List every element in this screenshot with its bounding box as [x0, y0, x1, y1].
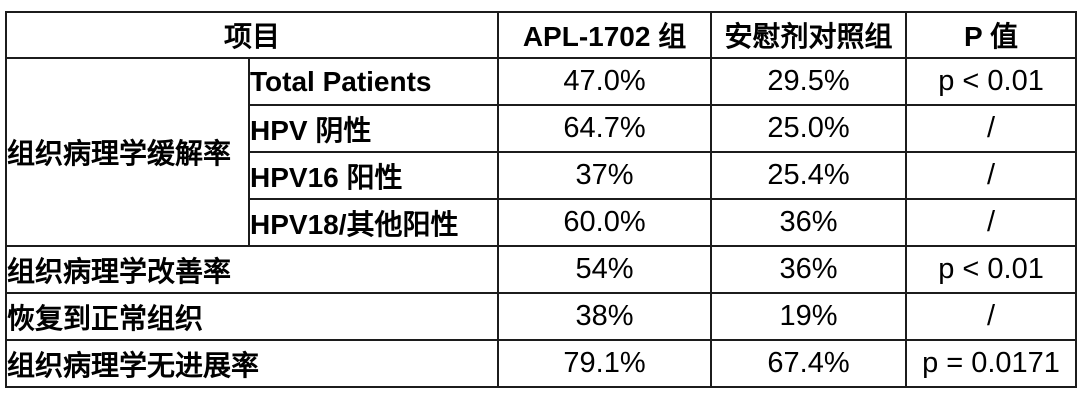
placebo-value: 36% — [710, 245, 908, 294]
remission-group-label: 组织病理学缓解率 — [5, 57, 250, 247]
p-value: / — [905, 104, 1078, 153]
table-row: HPV18/其他阳性 60.0% 36% / — [6, 198, 1078, 247]
placebo-value: 29.5% — [710, 57, 908, 106]
table-row: HPV 阴性 64.7% 25.0% / — [6, 104, 1078, 153]
subgroup-label: HPV16 阳性 — [247, 151, 500, 200]
p-value: p = 0.0171 — [905, 339, 1078, 388]
row-label: 组织病理学无进展率 — [4, 339, 500, 388]
p-value: / — [905, 151, 1078, 200]
table-row: 组织病理学缓解率 Total Patients 47.0% 29.5% p < … — [5, 57, 1078, 247]
apl-value: 64.7% — [497, 104, 713, 153]
apl-value: 47.0% — [497, 57, 713, 106]
column-header-item: 项目 — [4, 11, 500, 59]
apl-value: 54% — [497, 245, 713, 294]
placebo-value: 25.0% — [710, 104, 908, 153]
table-row: HPV16 阳性 37% 25.4% / — [6, 151, 1078, 200]
results-table: 项目 APL-1702 组 安慰剂对照组 P 值 组织病理学缓解率 Total … — [4, 11, 1078, 388]
subgroup-label: HPV 阴性 — [247, 104, 500, 153]
placebo-value: 36% — [710, 198, 908, 247]
table-row: 组织病理学无进展率 79.1% 67.4% p = 0.0171 — [4, 339, 1078, 388]
p-value: / — [905, 292, 1078, 341]
placebo-value: 19% — [710, 292, 908, 341]
p-value: / — [905, 198, 1078, 247]
apl-value: 38% — [497, 292, 713, 341]
p-value: p < 0.01 — [905, 245, 1078, 294]
placebo-value: 67.4% — [710, 339, 908, 388]
table-header-row: 项目 APL-1702 组 安慰剂对照组 P 值 — [4, 11, 1078, 59]
subgroup-label: Total Patients — [247, 57, 500, 106]
row-label: 恢复到正常组织 — [4, 292, 500, 341]
column-header-placebo: 安慰剂对照组 — [710, 11, 908, 59]
apl-value: 60.0% — [497, 198, 713, 247]
row-label: 组织病理学改善率 — [4, 245, 500, 294]
apl-value: 37% — [497, 151, 713, 200]
p-value: p < 0.01 — [905, 57, 1078, 106]
column-header-p-value: P 值 — [905, 11, 1078, 59]
table-row: 组织病理学改善率 54% 36% p < 0.01 — [4, 245, 1078, 294]
column-header-apl-1702: APL-1702 组 — [497, 11, 713, 59]
table-row: 恢复到正常组织 38% 19% / — [4, 292, 1078, 341]
placebo-value: 25.4% — [710, 151, 908, 200]
apl-value: 79.1% — [497, 339, 713, 388]
subgroup-label: HPV18/其他阳性 — [247, 198, 500, 247]
